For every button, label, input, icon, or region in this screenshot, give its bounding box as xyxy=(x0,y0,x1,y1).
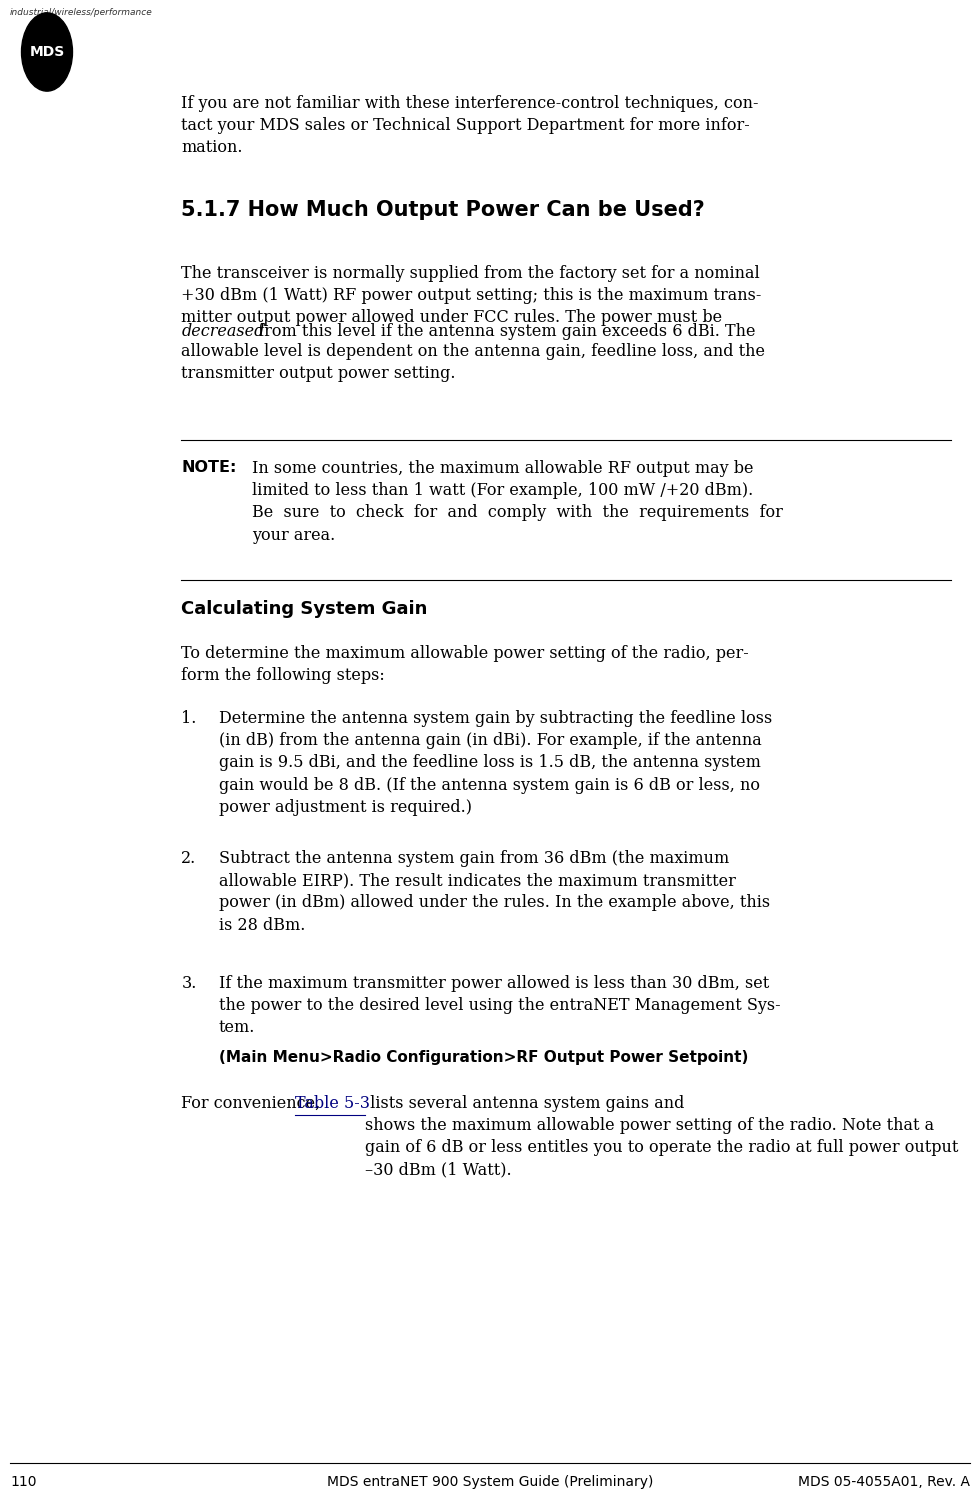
Text: from this level if the antenna system gain exceeds 6 dBi. The: from this level if the antenna system ga… xyxy=(253,324,756,340)
Text: lists several antenna system gains and
shows the maximum allowable power setting: lists several antenna system gains and s… xyxy=(365,1096,957,1178)
Text: Determine the antenna system gain by subtracting the feedline loss
(in dB) from : Determine the antenna system gain by sub… xyxy=(219,710,772,816)
Text: If you are not familiar with these interference-control techniques, con-
tact yo: If you are not familiar with these inter… xyxy=(181,95,759,157)
Text: 2.: 2. xyxy=(181,850,197,867)
Text: In some countries, the maximum allowable RF output may be
limited to less than 1: In some countries, the maximum allowable… xyxy=(252,461,783,543)
Text: MDS: MDS xyxy=(29,45,65,59)
Text: allowable level is dependent on the antenna gain, feedline loss, and the
transmi: allowable level is dependent on the ante… xyxy=(181,343,765,382)
Text: (Main Menu>Radio Configuration>RF Output Power Setpoint): (Main Menu>Radio Configuration>RF Output… xyxy=(219,1050,748,1066)
Text: 1.: 1. xyxy=(181,710,197,727)
Text: To determine the maximum allowable power setting of the radio, per-
form the fol: To determine the maximum allowable power… xyxy=(181,646,749,685)
Text: 110: 110 xyxy=(10,1475,36,1488)
Text: Table 5-3: Table 5-3 xyxy=(295,1096,370,1112)
Text: For convenience,: For convenience, xyxy=(181,1096,325,1112)
Text: Calculating System Gain: Calculating System Gain xyxy=(181,600,427,619)
Text: MDS 05-4055A01, Rev. A: MDS 05-4055A01, Rev. A xyxy=(798,1475,970,1488)
Text: NOTE:: NOTE: xyxy=(181,461,237,476)
Text: decreased: decreased xyxy=(181,324,265,340)
Text: industrial/wireless/performance: industrial/wireless/performance xyxy=(10,8,153,17)
Text: 3.: 3. xyxy=(181,975,197,992)
Text: If the maximum transmitter power allowed is less than 30 dBm, set
the power to t: If the maximum transmitter power allowed… xyxy=(219,975,780,1037)
Text: 5.1.7 How Much Output Power Can be Used?: 5.1.7 How Much Output Power Can be Used? xyxy=(181,200,705,220)
Text: MDS entraNET 900 System Guide (Preliminary): MDS entraNET 900 System Guide (Prelimina… xyxy=(326,1475,654,1488)
Text: Subtract the antenna system gain from 36 dBm (the maximum
allowable EIRP). The r: Subtract the antenna system gain from 36… xyxy=(219,850,769,933)
Circle shape xyxy=(22,14,73,92)
Text: The transceiver is normally supplied from the factory set for a nominal
+30 dBm : The transceiver is normally supplied fro… xyxy=(181,265,761,327)
